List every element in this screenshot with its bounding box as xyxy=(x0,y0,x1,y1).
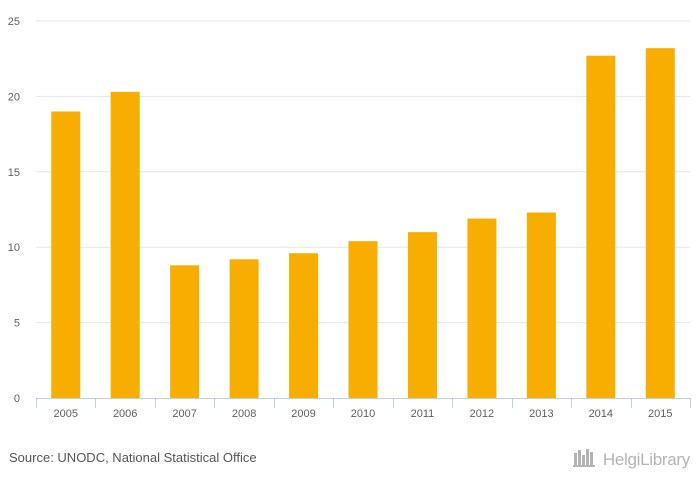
bar-2012[interactable] xyxy=(467,218,497,398)
bar-2006[interactable] xyxy=(110,91,140,398)
y-tick-label: 5 xyxy=(14,318,20,330)
x-axis-tick-labels: 2005 2006 2007 2008 2009 2010 2011 2012 2013 2014… xyxy=(53,408,672,420)
source-note: Source: UNODC, National Statistical Offi… xyxy=(9,450,257,465)
bar-2013[interactable] xyxy=(526,212,556,398)
y-tick-label: 20 xyxy=(8,91,20,103)
brand-name: HelgiLibrary xyxy=(602,449,690,469)
bar-2005[interactable] xyxy=(51,111,81,398)
x-tick-label: 2006 xyxy=(113,408,137,420)
y-axis-tick-labels: 0 5 10 15 20 25 xyxy=(8,16,20,405)
x-tick-label: 2014 xyxy=(589,408,613,420)
x-tick-label: 2010 xyxy=(351,408,375,420)
x-tick-label: 2015 xyxy=(648,408,672,420)
bar-2008[interactable] xyxy=(229,259,259,398)
y-tick-label: 15 xyxy=(8,167,20,179)
bar-2010[interactable] xyxy=(348,241,378,398)
library-books-icon xyxy=(572,447,599,472)
y-tick-label: 10 xyxy=(8,242,20,254)
bar-2009[interactable] xyxy=(289,253,319,398)
x-axis xyxy=(36,398,691,408)
helgilibrary-logo[interactable]: HelgiLibrary xyxy=(572,447,690,472)
gridlines xyxy=(36,20,690,324)
x-tick-label: 2008 xyxy=(232,408,256,420)
bar-2011[interactable] xyxy=(407,232,437,398)
x-tick-label: 2005 xyxy=(53,408,77,420)
bar-2014[interactable] xyxy=(586,55,616,399)
bars xyxy=(51,48,675,399)
bar-2007[interactable] xyxy=(170,265,200,398)
y-tick-label: 0 xyxy=(14,393,20,405)
x-tick-label: 2013 xyxy=(529,408,553,420)
x-tick-label: 2007 xyxy=(172,408,196,420)
x-tick-label: 2012 xyxy=(470,408,494,420)
x-tick-label: 2011 xyxy=(411,408,435,420)
y-tick-label: 25 xyxy=(8,16,20,28)
x-tick-label: 2009 xyxy=(291,408,315,420)
bar-2015[interactable] xyxy=(645,48,675,398)
